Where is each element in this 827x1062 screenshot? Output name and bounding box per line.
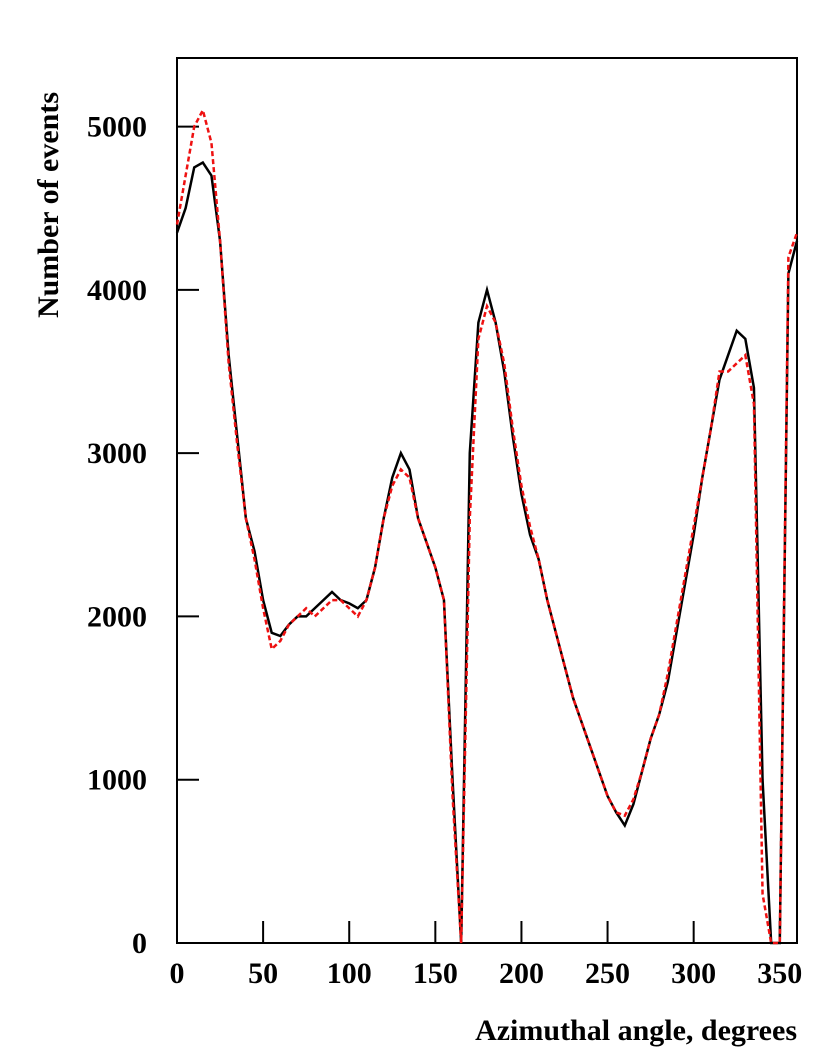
x-tick-label: 150 (413, 957, 458, 990)
y-tick-label: 0 (132, 927, 147, 960)
x-tick-label: 0 (170, 957, 185, 990)
x-tick-label: 300 (671, 957, 716, 990)
x-axis-label: Azimuthal angle, degrees (475, 1014, 797, 1047)
series-line (175, 106, 799, 945)
y-tick-label: 1000 (87, 764, 147, 797)
x-tick-label: 200 (499, 957, 544, 990)
series-line (175, 160, 799, 945)
y-tick-label: 3000 (87, 437, 147, 470)
x-tick-label: 250 (585, 957, 630, 990)
y-tick-label: 4000 (87, 274, 147, 307)
y-tick-label: 2000 (87, 600, 147, 633)
y-tick-label: 5000 (87, 111, 147, 144)
plot-frame (176, 57, 798, 944)
x-tick-label: 100 (327, 957, 372, 990)
x-tick-label: 350 (757, 957, 802, 990)
y-axis-label: Number of events (32, 92, 65, 318)
x-tick-label: 50 (248, 957, 278, 990)
